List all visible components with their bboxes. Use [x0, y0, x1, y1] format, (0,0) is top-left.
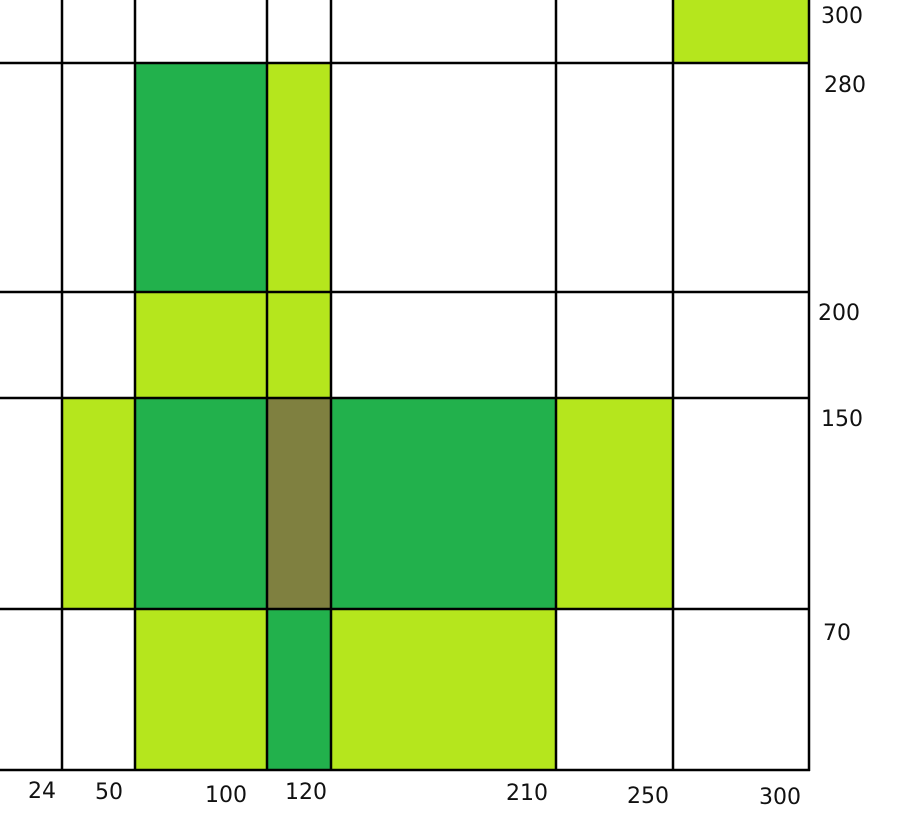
y-label: 150	[821, 407, 863, 432]
x-label: 250	[627, 784, 669, 809]
x-label: 210	[506, 781, 548, 806]
cell	[331, 609, 556, 770]
x-label: 300	[759, 785, 801, 810]
y-label: 200	[818, 301, 860, 326]
cell	[135, 292, 267, 398]
y-label: 280	[824, 73, 866, 98]
x-label: 120	[285, 780, 327, 805]
cell	[267, 292, 331, 398]
cell	[267, 63, 331, 292]
x-labels: 24 50 100 120 210 250 300	[28, 779, 801, 810]
grid-lines	[0, 0, 811, 772]
cells	[62, 0, 809, 770]
cell	[135, 609, 267, 770]
cell	[673, 0, 809, 63]
y-label: 300	[821, 4, 863, 29]
cell	[331, 398, 556, 609]
x-label: 100	[205, 783, 247, 808]
x-label: 24	[28, 779, 56, 804]
cell	[62, 398, 135, 609]
cell	[135, 398, 267, 609]
x-label: 50	[95, 780, 123, 805]
cell	[556, 398, 673, 609]
y-label: 70	[823, 621, 851, 646]
cell	[267, 398, 331, 609]
cell	[267, 609, 331, 770]
y-labels: 300 280 200 150 70	[818, 4, 866, 646]
cell	[135, 63, 267, 292]
